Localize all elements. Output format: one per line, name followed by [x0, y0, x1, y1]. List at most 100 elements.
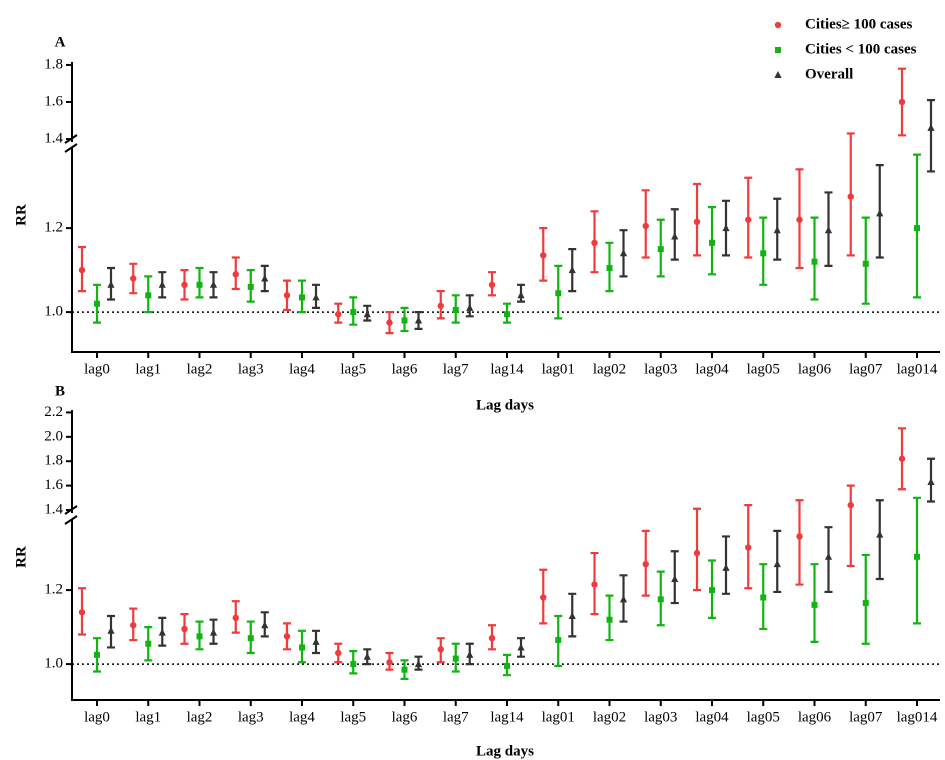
point [363, 310, 371, 318]
point [335, 311, 342, 318]
point [773, 560, 781, 568]
x-tick-label: lag3 [238, 709, 264, 725]
y-tick-label: 1.8 [44, 56, 63, 72]
point [363, 652, 371, 660]
legend-label: Cities≥ 100 cases [805, 16, 913, 32]
point [504, 662, 510, 669]
point [452, 307, 459, 314]
x-tick-label: lag3 [238, 361, 264, 377]
point [181, 625, 188, 633]
point [709, 587, 715, 594]
point [540, 594, 547, 601]
point [130, 622, 137, 629]
x-tick-label: lag14 [490, 361, 524, 377]
point [130, 275, 137, 282]
point [488, 281, 496, 289]
x-tick-label: lag014 [897, 361, 938, 377]
error-bar [846, 484, 855, 568]
point [847, 193, 854, 200]
x-tick-label: lag04 [695, 361, 729, 377]
point [898, 98, 906, 106]
point [78, 266, 86, 274]
x-tick-label: lag07 [849, 709, 883, 725]
error-bar [927, 99, 935, 173]
point [517, 291, 525, 299]
point [657, 246, 664, 253]
y-tick-label: 1.8 [44, 453, 63, 469]
point [760, 250, 767, 257]
point [671, 574, 679, 582]
point [261, 621, 269, 629]
x-axis-label: Lag days [476, 397, 534, 413]
point [568, 611, 576, 619]
x-tick-label: lag03 [644, 361, 677, 377]
y-tick-label: 1.6 [44, 93, 63, 109]
point [437, 302, 444, 310]
point [437, 646, 444, 653]
point [606, 265, 613, 272]
point [862, 600, 869, 607]
y-tick-label: 1.4 [44, 130, 63, 146]
point [811, 601, 818, 608]
point [517, 643, 525, 651]
point [466, 650, 474, 658]
legend-label: Cities < 100 cases [805, 41, 917, 57]
point [232, 271, 239, 278]
x-tick-label: lag4 [289, 361, 315, 377]
point [693, 218, 701, 226]
point [488, 634, 496, 642]
x-tick-label: lag01 [542, 709, 575, 725]
x-axis-label: Lag days [476, 743, 534, 759]
legend-label: Overall [805, 66, 853, 82]
point [591, 239, 598, 247]
legend-marker [774, 71, 782, 78]
point [94, 651, 100, 658]
point [145, 640, 152, 647]
point [232, 614, 239, 622]
point [247, 635, 254, 642]
x-tick-label: lag2 [187, 709, 213, 725]
point [555, 637, 562, 644]
point [107, 280, 115, 288]
point [540, 252, 547, 259]
panel-label: A [55, 34, 66, 50]
point [107, 626, 115, 634]
x-tick-label: lag02 [593, 361, 626, 377]
point [414, 660, 423, 668]
point [876, 530, 884, 538]
point [386, 659, 393, 666]
point [350, 309, 357, 316]
x-tick-label: lag2 [187, 361, 213, 377]
error-bar [861, 216, 870, 305]
point [760, 594, 767, 601]
point [619, 595, 628, 603]
x-tick-label: lag4 [289, 709, 315, 725]
x-tick-label: lag5 [340, 709, 366, 725]
error-bar [875, 499, 884, 581]
y-axis-label: RR [13, 204, 29, 226]
x-tick-label: lag7 [443, 361, 469, 377]
x-tick-label: lag5 [340, 361, 366, 377]
x-tick-label: lag04 [695, 709, 729, 725]
point [671, 232, 679, 240]
point [261, 274, 269, 282]
point [722, 563, 730, 571]
x-tick-label: lag05 [747, 709, 780, 725]
x-tick-label: lag02 [593, 709, 626, 725]
y-tick-label: 1.2 [44, 220, 63, 236]
point [181, 281, 188, 289]
point [745, 216, 752, 223]
error-bar [861, 553, 870, 645]
point [312, 637, 320, 645]
point [591, 581, 598, 588]
x-tick-label: lag07 [849, 361, 883, 377]
y-tick-label: 1.0 [44, 304, 63, 320]
point [247, 283, 254, 290]
x-tick-label: lag6 [392, 361, 418, 377]
point [401, 317, 408, 324]
point [414, 316, 423, 324]
point [209, 280, 218, 288]
point [78, 609, 86, 616]
